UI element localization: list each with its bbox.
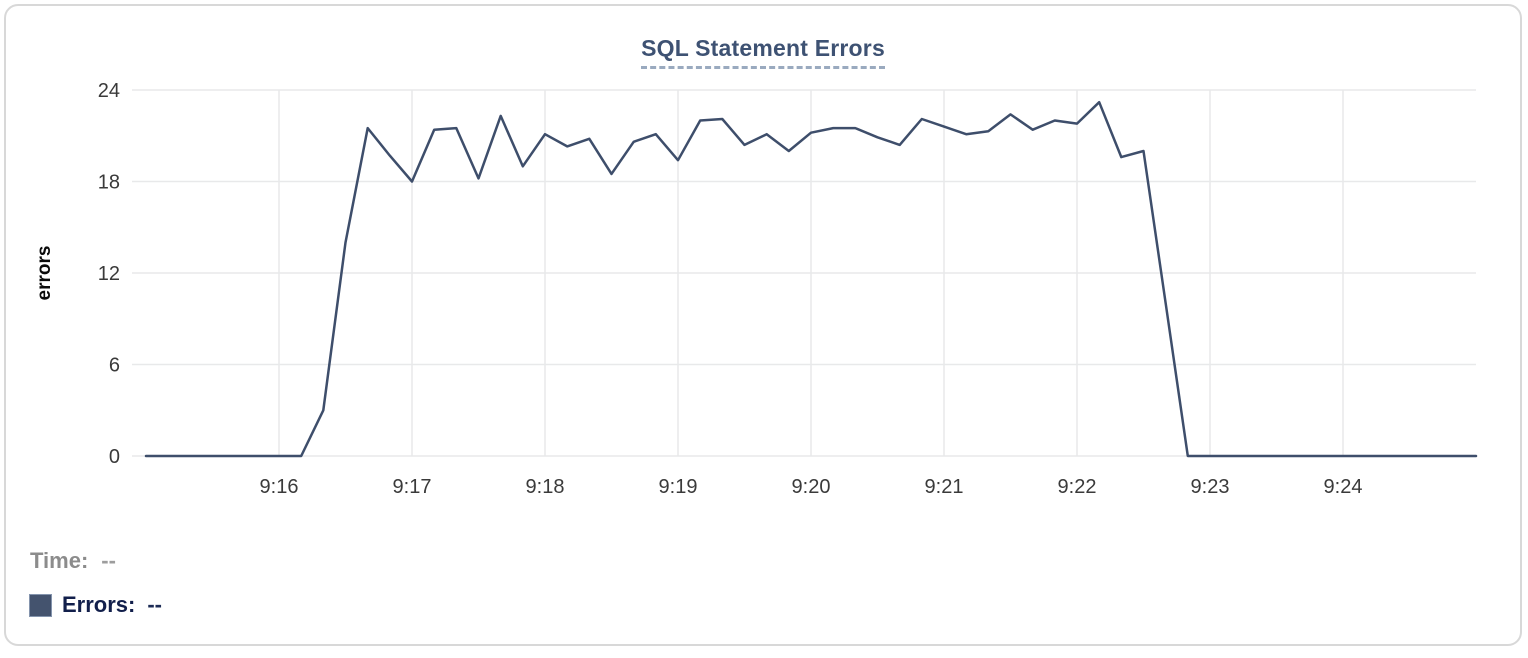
y-axis-label: errors bbox=[34, 246, 55, 301]
errors-value: -- bbox=[147, 592, 163, 617]
x-tick-label: 9:24 bbox=[1324, 476, 1363, 498]
errors-series-swatch bbox=[29, 593, 52, 617]
errors-label: Errors: bbox=[62, 592, 136, 617]
chart-card: SQL Statement Errors 0 6 12 18 24 9:16 9:17 9:1… bbox=[4, 4, 1522, 646]
chart-title[interactable]: SQL Statement Errors bbox=[641, 35, 885, 69]
x-tick-label: 9:16 bbox=[260, 476, 299, 498]
y-tick-label: 24 bbox=[98, 80, 120, 102]
legend-errors-row[interactable]: Errors: -- bbox=[29, 592, 162, 618]
time-value: -- bbox=[101, 548, 116, 573]
x-tick-label: 9:21 bbox=[925, 476, 964, 498]
legend-time-row: Time: -- bbox=[30, 548, 116, 574]
x-tick-label: 9:18 bbox=[526, 476, 565, 498]
y-tick-label: 12 bbox=[98, 263, 120, 285]
x-tick-label: 9:17 bbox=[393, 476, 432, 498]
y-tick-label: 18 bbox=[98, 172, 120, 194]
sql-errors-line-chart[interactable]: 0 6 12 18 24 9:16 9:17 9:18 9:19 9:20 9:21 9:22 9:23… bbox=[6, 6, 1528, 658]
errors-series-line bbox=[144, 100, 1478, 458]
y-tick-label: 6 bbox=[109, 355, 120, 377]
y-tick-label: 0 bbox=[109, 446, 120, 468]
chart-title-row: SQL Statement Errors bbox=[6, 35, 1520, 69]
x-tick-label: 9:19 bbox=[659, 476, 698, 498]
x-tick-label: 9:20 bbox=[792, 476, 831, 498]
x-tick-label: 9:23 bbox=[1191, 476, 1230, 498]
x-tick-label: 9:22 bbox=[1058, 476, 1097, 498]
time-label: Time: bbox=[30, 548, 89, 573]
